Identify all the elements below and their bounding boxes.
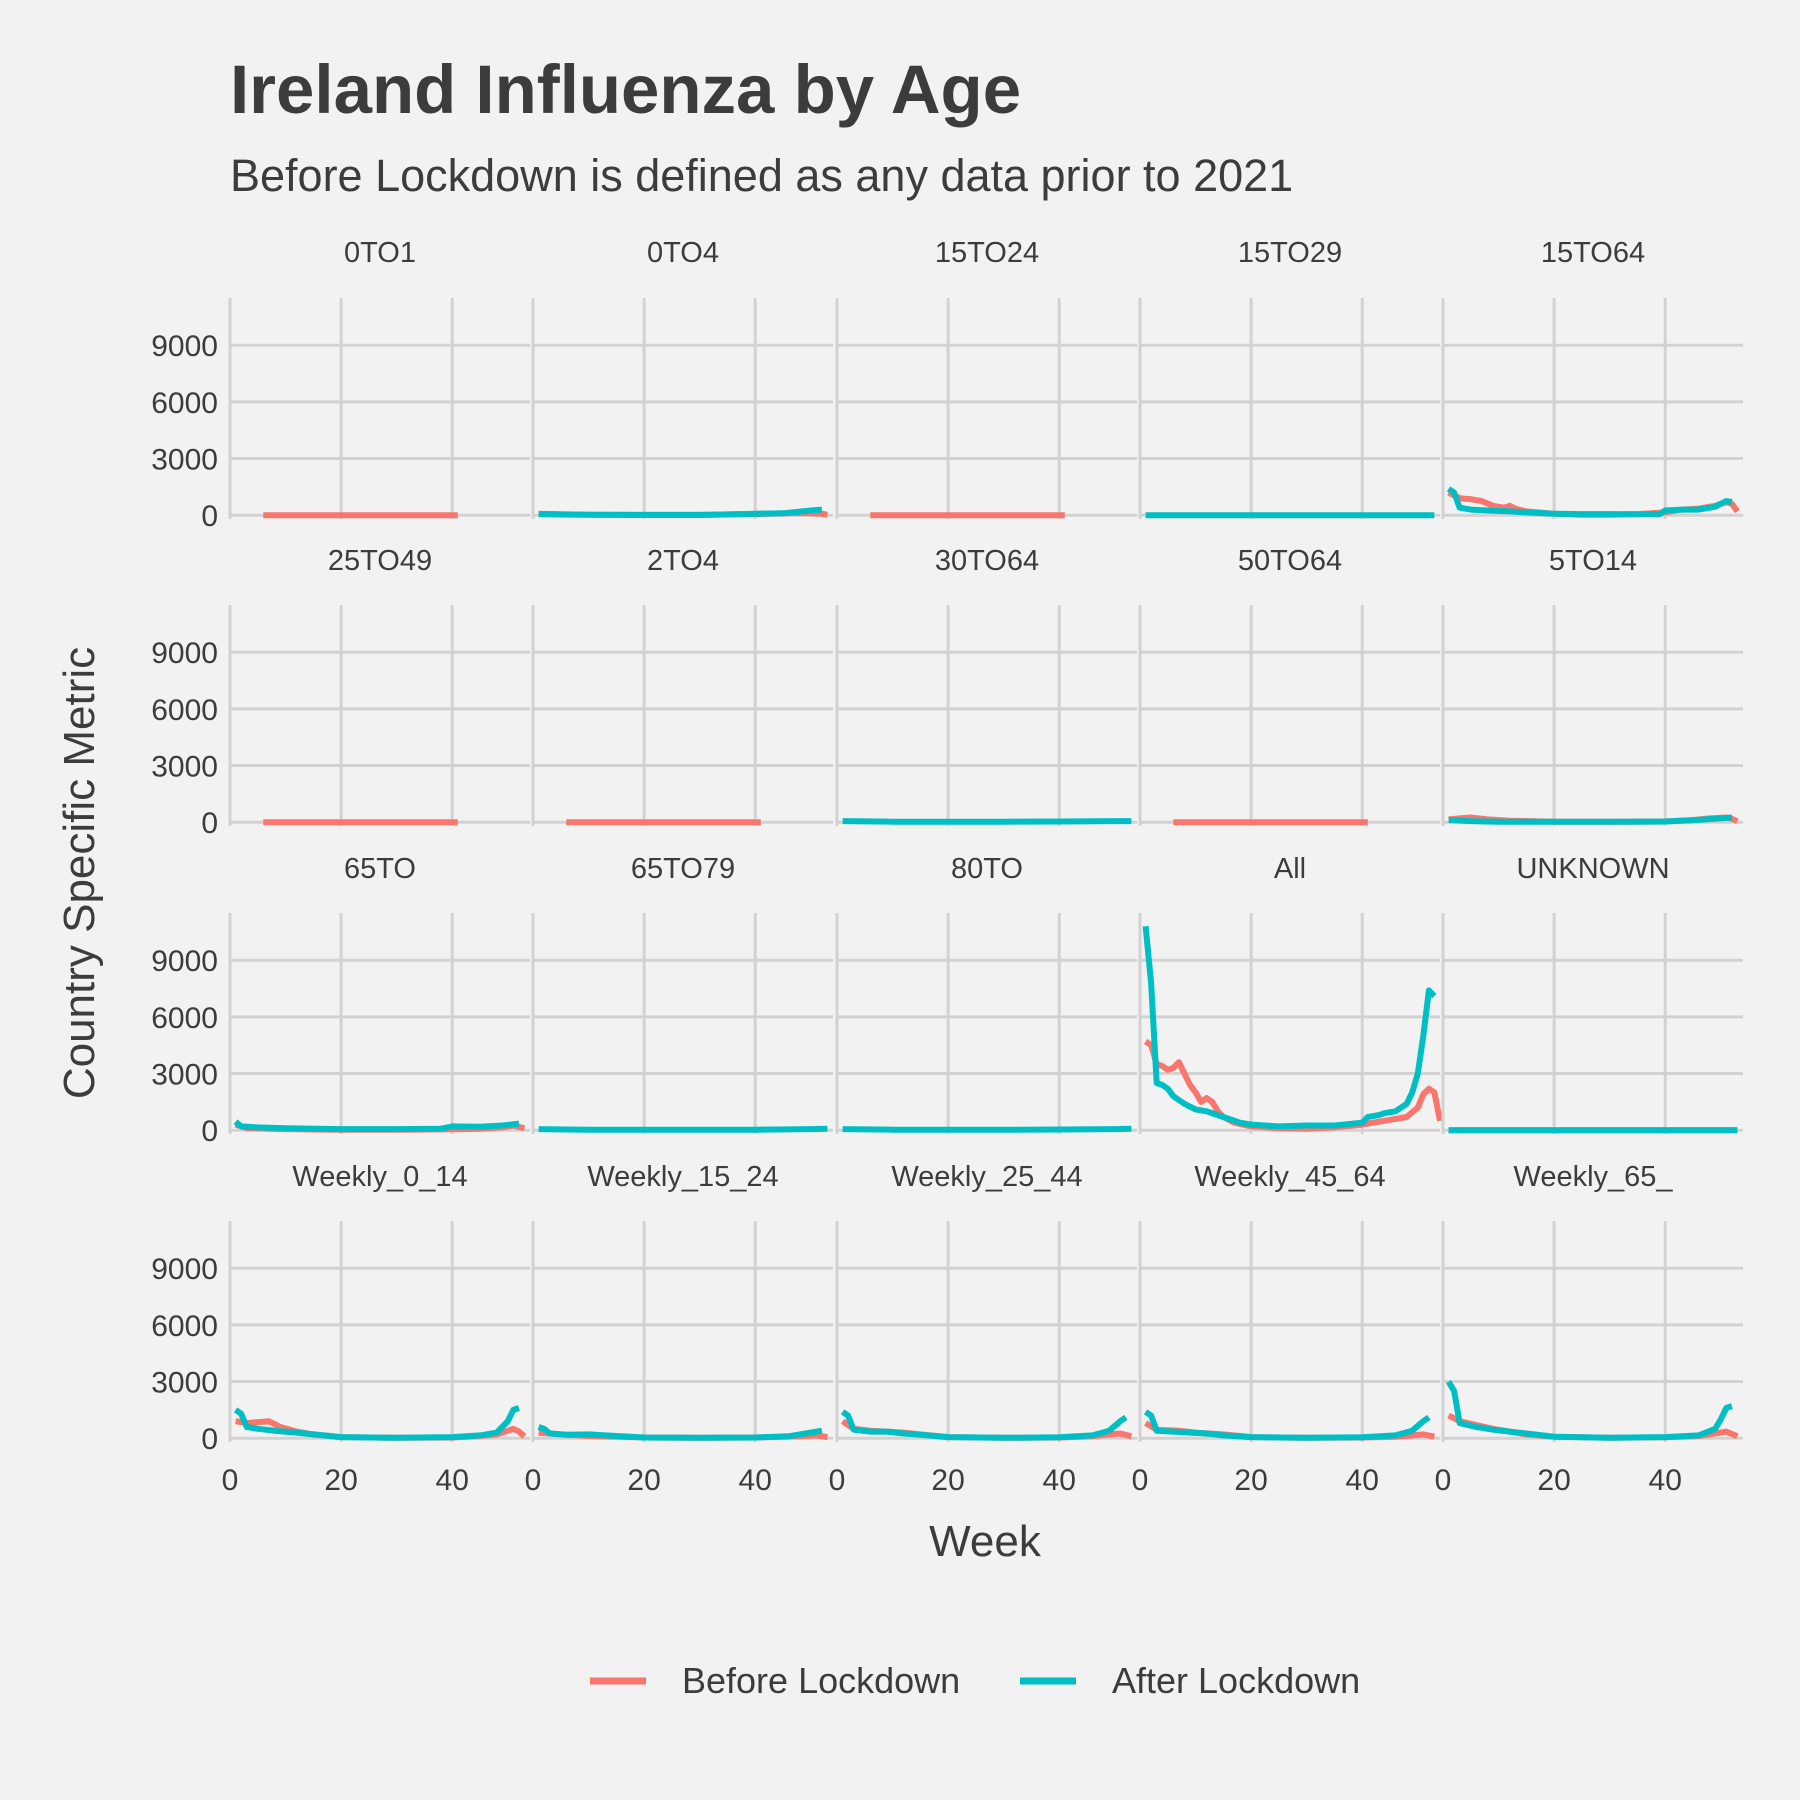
series-line-after [538, 1125, 828, 1133]
legend-label: After Lockdown [1112, 1660, 1360, 1701]
facet-panel: Weekly_0_14 0 3000 6000 9000 0 20 40 [151, 1161, 530, 1497]
facet-label: 80TO [951, 853, 1023, 885]
facet-panel: 15TO64 [1441, 237, 1743, 519]
series-line-after [1142, 925, 1437, 1130]
facet-label: 15TO24 [935, 237, 1039, 269]
legend-item-after: After Lockdown [1020, 1660, 1360, 1701]
x-axis-title: Week [929, 1517, 1042, 1566]
facet-panel: Weekly_25_44 0 20 40 [829, 1161, 1137, 1497]
facet-label: 5TO14 [1549, 545, 1637, 577]
y-tick-label: 6000 [151, 1002, 218, 1035]
facet-label: Weekly_45_64 [1194, 1161, 1385, 1193]
facet-label: 0TO1 [344, 237, 416, 269]
series-line-after [537, 1424, 823, 1441]
facet-label: 50TO64 [1238, 545, 1342, 577]
facet-panels: 0TO1 0 3000 6000 9000 0TO4 15TO24 15TO29 15TO64 2… [151, 237, 1743, 1497]
legend-label: Before Lockdown [682, 1660, 960, 1701]
facet-panel: 80TO [835, 853, 1137, 1134]
facet-label: UNKNOWN [1516, 853, 1669, 885]
y-tick-label: 9000 [151, 330, 218, 363]
legend-item-before: Before Lockdown [590, 1660, 960, 1701]
legend: Before Lockdown After Lockdown [590, 1660, 1360, 1701]
facet-label: 25TO49 [328, 545, 432, 577]
series-line-after [1446, 1380, 1733, 1441]
series-line-after [842, 1125, 1132, 1133]
x-tick-label: 40 [1043, 1464, 1076, 1497]
x-tick-label: 40 [739, 1464, 772, 1497]
y-axis-title: Country Specific Metric [55, 647, 104, 1099]
x-tick-label: 20 [627, 1464, 660, 1497]
facet-panel: 5TO14 [1441, 545, 1743, 826]
facet-label: 65TO79 [631, 853, 735, 885]
facet-label: 15TO29 [1238, 237, 1342, 269]
facet-label: All [1274, 853, 1306, 885]
series-line-after [840, 1409, 1128, 1441]
facet-panel: 15TO29 [1138, 237, 1440, 519]
series-line-after [1143, 1409, 1431, 1441]
facet-panel: 0TO1 0 3000 6000 9000 [151, 237, 530, 533]
facet-label: 0TO4 [647, 237, 719, 269]
facet-panel: 15TO24 [835, 237, 1137, 519]
x-tick-label: 0 [1132, 1464, 1149, 1497]
facet-label: 2TO4 [647, 545, 719, 577]
x-tick-label: 0 [829, 1464, 846, 1497]
x-tick-label: 40 [1649, 1464, 1682, 1497]
series-line-after [1446, 486, 1733, 518]
facet-panel: Weekly_45_64 0 20 40 [1132, 1161, 1440, 1497]
y-tick-label: 6000 [151, 694, 218, 727]
x-tick-label: 0 [1435, 1464, 1452, 1497]
facet-panel: UNKNOWN [1441, 853, 1743, 1134]
chart-subtitle: Before Lockdown is defined as any data p… [230, 150, 1293, 201]
facet-label: 30TO64 [935, 545, 1039, 577]
facet-panel: 65TO 0 3000 6000 9000 [151, 853, 530, 1148]
y-tick-label: 9000 [151, 637, 218, 670]
facet-panel: 65TO79 [531, 853, 833, 1134]
facet-label: Weekly_25_44 [891, 1161, 1082, 1193]
y-tick-label: 3000 [151, 1367, 218, 1400]
series-line-before [1143, 1038, 1443, 1132]
facet-panel: Weekly_65_ 0 20 40 [1435, 1161, 1743, 1497]
facet-panel: All [1138, 853, 1443, 1134]
x-tick-label: 40 [1346, 1464, 1379, 1497]
y-tick-label: 0 [201, 1423, 218, 1456]
series-line-after [233, 1119, 520, 1133]
x-tick-label: 40 [436, 1464, 469, 1497]
facet-panel: 30TO64 [835, 545, 1137, 826]
facet-panel: Weekly_15_24 0 20 40 [525, 1161, 833, 1497]
facet-label: 15TO64 [1541, 237, 1645, 269]
x-tick-label: 20 [324, 1464, 357, 1497]
series-line-after [233, 1405, 520, 1441]
series-line-after [842, 818, 1132, 825]
x-tick-label: 0 [525, 1464, 542, 1497]
facet-panel: 50TO64 [1138, 545, 1440, 826]
x-tick-label: 20 [1537, 1464, 1570, 1497]
facet-panel: 2TO4 [531, 545, 833, 826]
series-line-after [1448, 814, 1733, 825]
y-tick-label: 0 [201, 1115, 218, 1148]
y-tick-label: 0 [201, 500, 218, 533]
y-tick-label: 6000 [151, 387, 218, 420]
facet-label: Weekly_0_14 [292, 1161, 467, 1193]
x-tick-label: 20 [931, 1464, 964, 1497]
y-tick-label: 0 [201, 807, 218, 840]
facet-label: Weekly_65_ [1513, 1161, 1673, 1193]
x-tick-label: 20 [1234, 1464, 1267, 1497]
y-tick-label: 3000 [151, 1059, 218, 1092]
y-tick-label: 9000 [151, 945, 218, 978]
x-tick-label: 0 [222, 1464, 239, 1497]
facet-label: 65TO [344, 853, 416, 885]
series-line-after [538, 506, 823, 518]
y-tick-label: 9000 [151, 1253, 218, 1286]
facet-panel: 25TO49 0 3000 6000 9000 [151, 545, 530, 840]
facet-panel: 0TO4 [531, 237, 833, 519]
y-tick-label: 3000 [151, 751, 218, 784]
y-tick-label: 6000 [151, 1310, 218, 1343]
chart-title: Ireland Influenza by Age [230, 51, 1021, 128]
y-tick-label: 3000 [151, 444, 218, 477]
facet-label: Weekly_15_24 [587, 1161, 778, 1193]
